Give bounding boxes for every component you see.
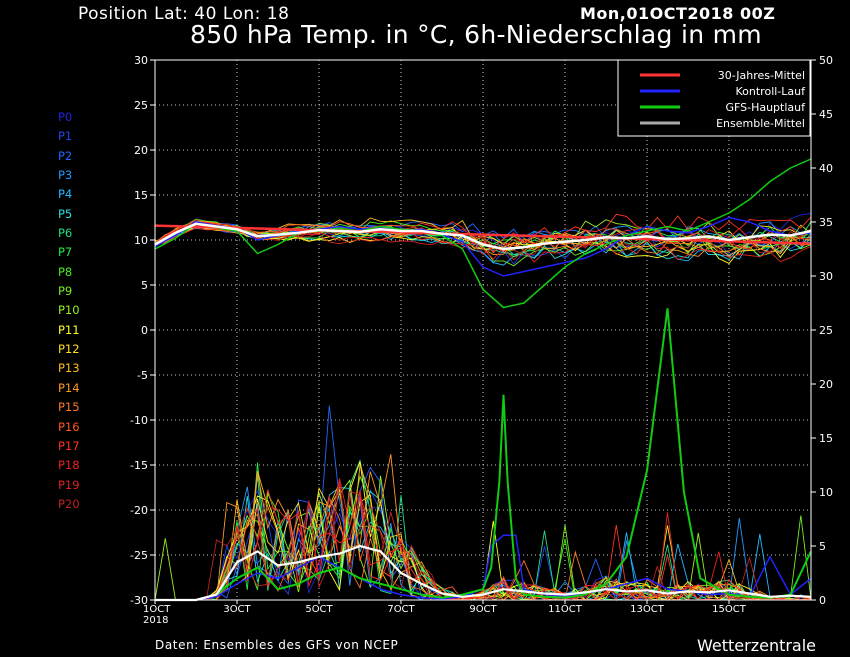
- member-label-11: P11: [58, 322, 80, 337]
- member-label-3: P3: [58, 168, 73, 183]
- left-tick-label: 20: [134, 144, 148, 157]
- x-tick-label: 5OCT: [305, 604, 333, 615]
- right-tick-label: 20: [819, 378, 833, 391]
- run-date: Mon,01OCT2018 00Z: [580, 4, 776, 23]
- x-tick-label: 15OCT: [712, 604, 747, 615]
- left-tick-label: -30: [130, 594, 148, 607]
- right-tick-label: 35: [819, 216, 833, 229]
- left-tick-label: 10: [134, 234, 148, 247]
- legend-label: Kontroll-Lauf: [736, 85, 807, 98]
- grid: [155, 60, 811, 600]
- x-tick-label: 3OCT: [223, 604, 251, 615]
- member-precip-line: [155, 483, 812, 602]
- right-tick-label: 10: [819, 486, 833, 499]
- member-label-2: P2: [58, 148, 73, 163]
- right-tick-label: 40: [819, 162, 833, 175]
- ensemble-mean-temp-line: [154, 222, 812, 251]
- x-tick-label: 1OCT: [143, 604, 171, 615]
- legend-label: GFS-Hauptlauf: [725, 101, 806, 114]
- left-tick-label: -20: [130, 504, 148, 517]
- x-tick-label: 2018: [143, 615, 168, 626]
- gfs-precip-line: [155, 308, 812, 601]
- member-label-5: P5: [58, 206, 73, 221]
- member-label-15: P15: [58, 400, 80, 415]
- gfs-temp-line: [154, 158, 812, 309]
- brand-label: Wetterzentrale: [697, 636, 817, 655]
- chart-title: 850 hPa Temp. in °C, 6h-Niederschlag in …: [190, 20, 762, 49]
- left-tick-label: 30: [134, 54, 148, 67]
- member-label-20: P20: [58, 496, 80, 511]
- member-precip-line: [155, 478, 811, 601]
- member-label-4: P4: [58, 187, 73, 202]
- data-source: Daten: Ensembles des GFS von NCEP: [155, 638, 399, 652]
- position-label: Position Lat: 40 Lon: 18: [78, 4, 290, 24]
- member-precip-line: [155, 475, 812, 601]
- member-label-16: P16: [58, 419, 80, 434]
- left-tick-label: 5: [141, 279, 148, 292]
- legend: 30-Jahres-Mittel Kontroll-Lauf GFS-Hauptla…: [617, 59, 811, 137]
- member-label-8: P8: [58, 264, 73, 279]
- x-tick-label: 13OCT: [630, 604, 665, 615]
- left-tick-label: 15: [134, 189, 148, 202]
- member-precip-line: [154, 475, 811, 601]
- member-lines: [154, 212, 812, 602]
- member-label-6: P6: [58, 226, 73, 241]
- right-tick-label: 30: [819, 270, 833, 283]
- main-lines: [154, 158, 812, 602]
- left-tick-label: -25: [130, 549, 148, 562]
- legend-label: Ensemble-Mittel: [716, 117, 805, 130]
- left-tick-label: 25: [134, 99, 148, 112]
- x-tick-label: 11OCT: [548, 604, 583, 615]
- right-tick-label: 0: [819, 594, 826, 607]
- right-tick-label: 15: [819, 432, 833, 445]
- left-tick-label: -10: [130, 414, 148, 427]
- ensemble-mean-precip-line: [155, 544, 812, 602]
- member-temp-line: [154, 219, 812, 253]
- member-label-13: P13: [58, 361, 80, 376]
- member-label-10: P10: [58, 303, 80, 318]
- x-tick-label: 9OCT: [469, 604, 497, 615]
- left-tick-label: 0: [141, 324, 148, 337]
- member-label-9: P9: [58, 284, 73, 299]
- x-tick-label: 7OCT: [387, 604, 415, 615]
- member-list: P0 P1 P2 P3 P4 P5 P6 P7 P8 P9 P10 P11 P12 P13 P14 P15 P1…: [58, 110, 80, 516]
- legend-label: 30-Jahres-Mittel: [718, 69, 805, 82]
- member-label-18: P18: [58, 458, 80, 473]
- member-label-19: P19: [58, 477, 80, 492]
- climate-mean-line: [154, 224, 812, 245]
- right-tick-label: 25: [819, 324, 833, 337]
- member-label-17: P17: [58, 438, 80, 453]
- right-tick-label: 50: [819, 54, 833, 67]
- right-tick-label: 45: [819, 108, 833, 121]
- control-temp-line: [154, 216, 812, 277]
- member-label-7: P7: [58, 245, 73, 260]
- left-tick-label: -15: [130, 459, 148, 472]
- right-tick-label: 5: [819, 540, 826, 553]
- member-label-0: P0: [58, 110, 73, 124]
- member-label-12: P12: [58, 342, 80, 357]
- member-label-1: P1: [58, 129, 73, 144]
- left-tick-label: -5: [137, 369, 148, 382]
- axes: 302520151050-5-10-15-20-25-3050454035302…: [130, 54, 833, 626]
- member-label-14: P14: [58, 380, 80, 395]
